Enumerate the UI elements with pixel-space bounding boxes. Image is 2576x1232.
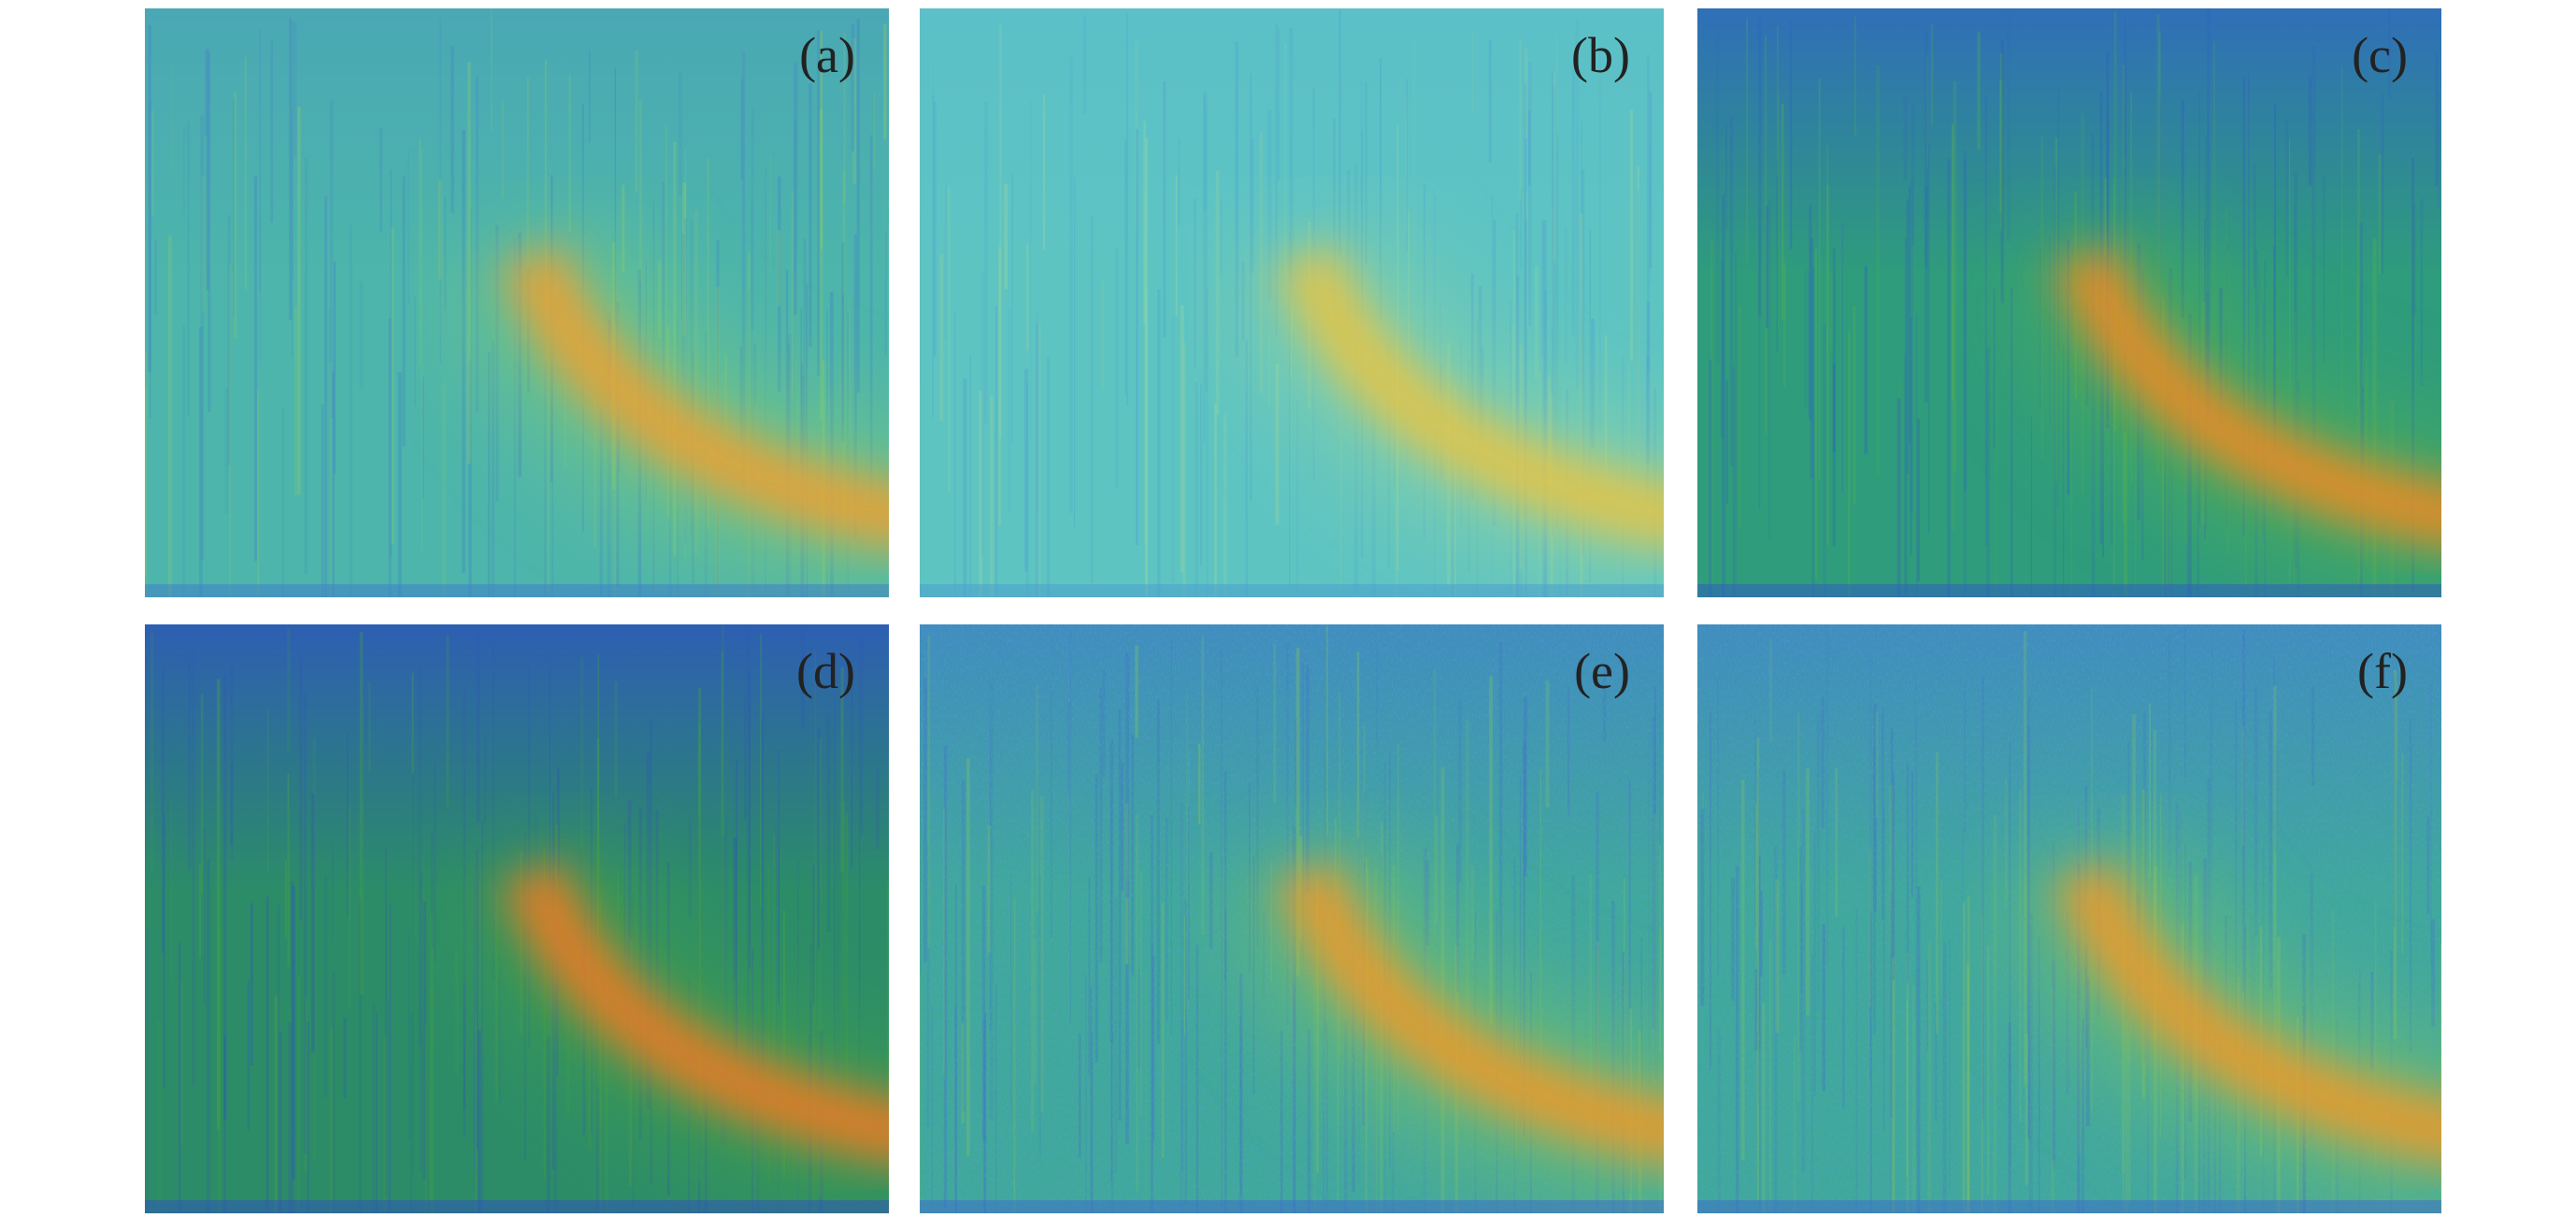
band <box>500 244 889 548</box>
panel <box>145 8 889 597</box>
bottom-edge <box>1697 584 2441 597</box>
bottom-edge <box>145 1200 889 1213</box>
panel <box>1697 8 2441 597</box>
panel-label: (f) <box>2357 643 2408 699</box>
bottom-edge <box>1697 1200 2441 1213</box>
panel-label: (e) <box>1574 643 1630 699</box>
band <box>2053 860 2441 1164</box>
panel <box>145 624 889 1213</box>
band <box>500 860 889 1164</box>
bottom-edge <box>145 584 889 597</box>
panel-label: (a) <box>799 27 855 83</box>
panel <box>920 8 1664 597</box>
panel-label: (c) <box>2352 27 2408 83</box>
bottom-edge <box>920 584 1664 597</box>
band <box>1275 244 1664 548</box>
panel <box>920 624 1664 1213</box>
panel <box>1697 624 2441 1213</box>
band <box>1275 860 1664 1164</box>
bottom-edge <box>920 1200 1664 1213</box>
panel-label: (b) <box>1571 27 1630 83</box>
band <box>2053 244 2441 548</box>
panel-label: (d) <box>796 643 855 699</box>
